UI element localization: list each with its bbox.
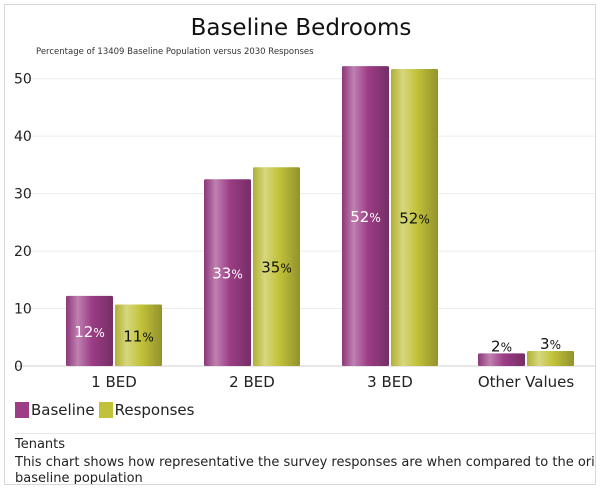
legend: Baseline Responses [15, 401, 198, 419]
bar-baseline-other-values [478, 353, 525, 366]
footer-description: This chart shows how representative the … [15, 455, 596, 485]
bar-baseline-2-bed [204, 179, 251, 366]
legend-item-baseline[interactable]: Baseline [15, 401, 95, 419]
y-tick-label: 10 [14, 302, 32, 318]
data-label: 12% [74, 323, 105, 341]
chart-panel: 0 10 20 30 40 50 12% 11% 1 BED 33% 35% 2 BED 52% 52% 3… [4, 4, 596, 485]
footer-heading: Tenants [15, 437, 66, 452]
legend-item-responses[interactable]: Responses [98, 401, 195, 419]
legend-label-baseline: Baseline [31, 401, 95, 419]
y-tick-label: 0 [14, 359, 23, 375]
chart-subtitle: Percentage of 13409 Baseline Population … [36, 47, 314, 57]
bar-chart: 0 10 20 30 40 50 12% 11% 1 BED 33% 35% 2 BED 52% 52% 3… [14, 66, 595, 391]
legend-label-responses: Responses [114, 401, 195, 419]
data-label: 35% [261, 259, 292, 277]
data-label: 33% [212, 265, 243, 283]
y-tick-label: 50 [14, 72, 32, 88]
data-label: 11% [123, 327, 154, 345]
bar-baseline-3-bed [342, 66, 389, 366]
x-tick-label: 2 BED [229, 373, 275, 391]
footer-divider [15, 433, 595, 434]
legend-swatch-baseline [15, 402, 29, 418]
y-tick-label: 20 [14, 244, 32, 260]
y-tick-label: 30 [14, 187, 32, 203]
bar-responses-3-bed [391, 68, 438, 367]
bar-baseline-1-bed [66, 295, 113, 366]
bar-responses-1-bed [115, 304, 162, 366]
y-tick-label: 40 [14, 129, 32, 145]
x-tick-label: 3 BED [367, 373, 413, 391]
legend-swatch-responses [98, 402, 113, 418]
bar-responses-2-bed [253, 167, 300, 366]
data-label: 3% [540, 335, 561, 353]
bar-responses-other-values [527, 351, 574, 366]
chart-title: Baseline Bedrooms [190, 15, 412, 41]
data-label: 2% [491, 337, 512, 355]
x-tick-label: Other Values [478, 373, 575, 391]
data-label: 52% [399, 209, 430, 227]
x-tick-label: 1 BED [91, 373, 137, 391]
data-label: 52% [350, 208, 381, 226]
